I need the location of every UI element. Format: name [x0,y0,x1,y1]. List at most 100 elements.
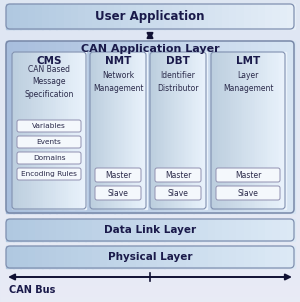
Bar [0,126,300,127]
Bar [280,219,287,241]
Bar [0,279,300,280]
Bar [0,98,300,99]
Bar [0,43,300,44]
Bar [0,243,300,244]
Bar [0,297,300,298]
Bar [0,301,300,302]
Bar [0,292,300,293]
Bar [108,52,110,209]
Bar [0,103,300,104]
Bar [94,52,96,209]
Bar [0,73,300,74]
Bar [100,41,107,213]
Bar [244,246,251,268]
Bar [0,218,300,219]
Bar [157,219,165,241]
Bar [136,4,143,29]
Bar [35,41,43,213]
Bar [259,52,262,209]
Bar [0,38,300,39]
Bar [0,295,300,296]
Bar [0,59,300,60]
FancyBboxPatch shape [17,168,81,180]
Bar [222,4,230,29]
Bar [0,94,300,95]
Bar [0,61,300,62]
Bar [0,20,300,21]
Bar [0,51,300,52]
Bar [28,41,35,213]
Bar [0,16,300,17]
Bar [0,230,300,231]
Bar [0,227,300,228]
Bar [195,52,197,209]
Bar [0,162,300,163]
Bar [0,136,300,137]
Bar [0,231,300,232]
Bar [283,52,286,209]
Bar [0,257,300,258]
Bar [85,246,93,268]
Bar [190,52,193,209]
Bar [0,89,300,90]
Bar [229,246,237,268]
Bar [0,261,300,262]
Bar [0,116,300,117]
Bar [35,246,43,268]
Bar [0,220,300,221]
Bar [193,246,201,268]
Bar [0,124,300,125]
Bar [0,208,300,209]
Bar [0,31,300,32]
Bar [0,84,300,85]
Bar [202,52,204,209]
Bar [0,96,300,97]
Bar [0,42,300,43]
Bar [0,209,300,210]
Bar [13,246,21,268]
Bar [0,210,300,211]
Bar [160,52,162,209]
Bar [172,246,179,268]
Bar [164,41,172,213]
Bar [0,224,300,225]
Bar [169,52,172,209]
Bar [0,53,300,54]
Bar [258,246,266,268]
Bar [272,41,280,213]
Bar [0,40,300,41]
Bar [171,52,173,209]
Bar [208,4,215,29]
Bar [0,168,300,169]
Bar [0,192,300,193]
Bar [0,75,300,76]
Bar [199,52,201,209]
Bar [121,219,129,241]
Bar [101,52,103,209]
Bar [71,219,79,241]
Bar [0,196,300,197]
Bar [179,4,187,29]
Bar [150,246,158,268]
Bar [0,247,300,248]
Bar [242,52,245,209]
Bar [55,52,57,209]
Bar [215,41,223,213]
Bar [0,195,300,196]
Bar [121,52,123,209]
Bar [0,54,300,55]
Bar [0,107,300,108]
Bar [128,246,136,268]
Bar [0,57,300,58]
Bar [150,41,158,213]
Bar [114,52,116,209]
Bar [110,52,112,209]
Bar [164,219,172,241]
Bar [258,41,266,213]
Bar [0,15,300,16]
Bar [0,34,300,35]
Bar [35,219,43,241]
Bar [77,52,79,209]
Bar [0,189,300,190]
Bar [220,52,223,209]
